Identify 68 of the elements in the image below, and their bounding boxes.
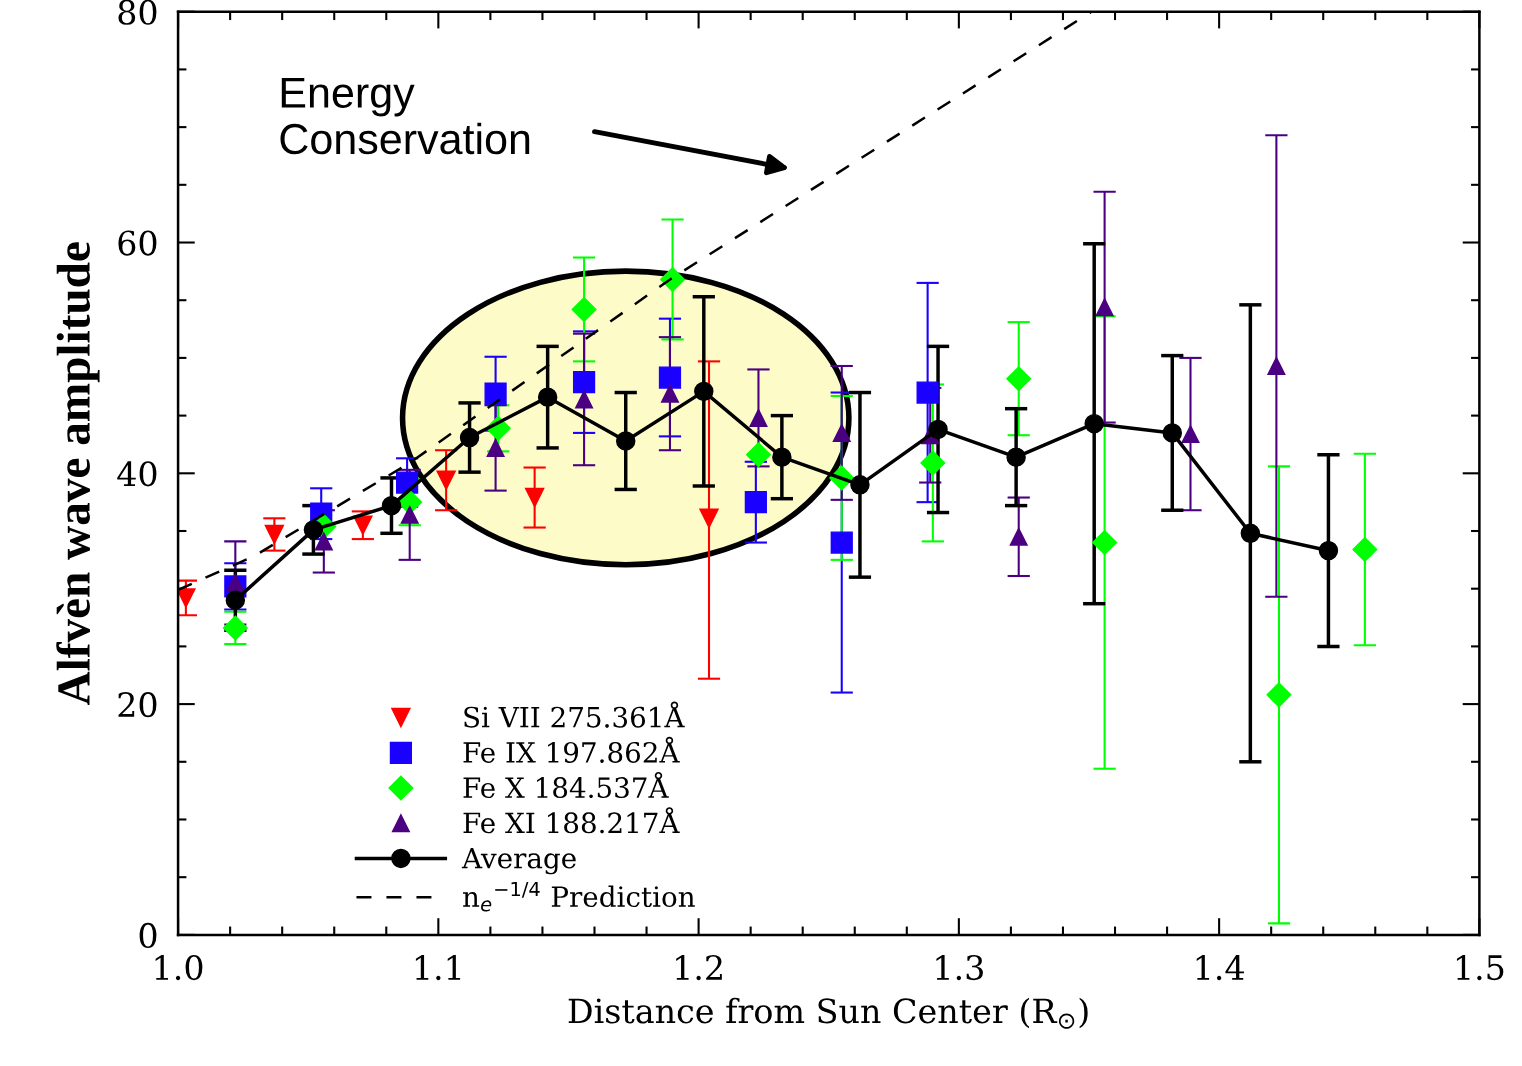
- point: [486, 438, 505, 457]
- y-tick-label: 40: [117, 461, 157, 487]
- annotation: Energy Conservation: [280, 77, 530, 155]
- point: [928, 419, 948, 440]
- point: [264, 524, 285, 545]
- point: [916, 381, 939, 404]
- x-tick-label: 1.3: [936, 954, 983, 981]
- y-tick-label: 80: [118, 0, 157, 25]
- point: [178, 588, 196, 608]
- point: [314, 532, 333, 551]
- point: [1181, 425, 1200, 444]
- legend-label: Si VII 275.361Å: [464, 701, 685, 728]
- point: [1009, 527, 1028, 546]
- x-tick-label: 1.0: [155, 954, 203, 981]
- point: [1006, 366, 1032, 392]
- point: [830, 531, 853, 554]
- legend-label: n$_{e}$$^{−1/4}$ Prediction: [463, 881, 695, 912]
- point: [1095, 298, 1114, 317]
- point: [850, 475, 870, 495]
- point: [537, 387, 558, 407]
- point: [694, 381, 714, 402]
- point: [1006, 447, 1026, 467]
- point: [1318, 540, 1339, 561]
- point: [832, 423, 851, 442]
- legend-label: Average: [461, 847, 576, 875]
- y-axis-title: Alfvèn wave amplitude: [56, 242, 100, 705]
- point: [616, 431, 636, 451]
- y-tick-label: 60: [118, 230, 157, 256]
- x-tick-label: 1.1: [415, 954, 461, 981]
- point: [699, 508, 719, 529]
- point: [353, 515, 373, 535]
- point: [572, 371, 596, 394]
- point: [1084, 413, 1104, 434]
- point: [660, 266, 686, 292]
- x-axis-title: Distance from Sun Center (R$_{⊙}$): [568, 997, 1088, 1029]
- point: [1266, 682, 1292, 708]
- x-tick-label: 1.4: [1196, 954, 1244, 981]
- point: [745, 442, 771, 468]
- point: [744, 491, 767, 514]
- point: [920, 450, 946, 476]
- point: [772, 447, 792, 467]
- point: [436, 470, 456, 490]
- point: [1352, 536, 1378, 562]
- x-tick-label: 1.5: [1456, 954, 1504, 981]
- point: [575, 390, 594, 409]
- legend-label: Fe IX 197.862Å: [463, 736, 680, 763]
- point: [571, 296, 597, 322]
- y-tick-label: 20: [118, 692, 157, 718]
- legend-label: Fe XI 188.217Å: [463, 807, 680, 834]
- y-tick-label: 0: [139, 922, 157, 949]
- point: [1267, 356, 1286, 376]
- point: [459, 427, 480, 448]
- legend-label: Fe X 184.537Å: [463, 771, 669, 799]
- point: [225, 590, 246, 610]
- point: [1092, 530, 1118, 556]
- point: [749, 408, 768, 427]
- point: [658, 366, 682, 389]
- point: [400, 505, 419, 524]
- x-tick-label: 1.2: [676, 954, 722, 981]
- point: [484, 382, 507, 405]
- point: [1240, 523, 1261, 544]
- point: [660, 384, 679, 403]
- point: [226, 573, 245, 592]
- point: [381, 495, 402, 516]
- point: [1162, 423, 1182, 443]
- point: [222, 615, 248, 641]
- point: [303, 520, 324, 540]
- point: [524, 487, 545, 508]
